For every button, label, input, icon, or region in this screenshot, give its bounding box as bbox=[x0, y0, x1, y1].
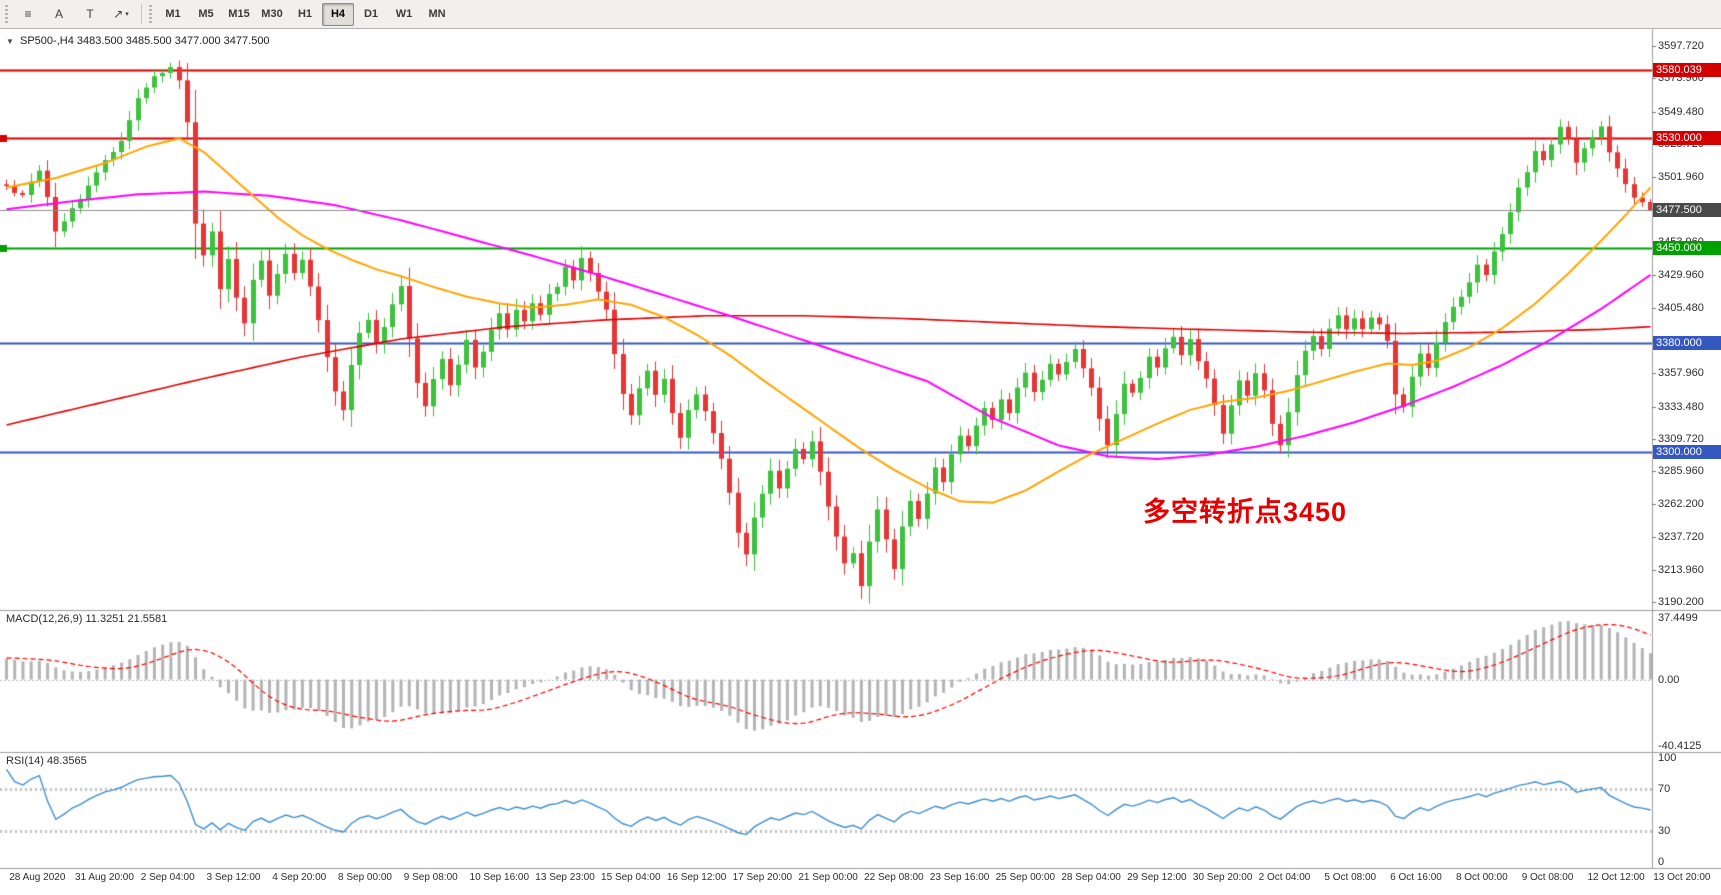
timeframe-button-m5[interactable]: M5 bbox=[198, 8, 214, 20]
time-axis-label: 17 Sep 20:00 bbox=[732, 872, 793, 883]
price-tick-label: 3429.960 bbox=[1658, 268, 1704, 281]
time-axis-label: 21 Sep 00:00 bbox=[798, 872, 858, 883]
timeframe-button-m30[interactable]: M30 bbox=[261, 8, 283, 20]
time-axis-label: 12 Oct 12:00 bbox=[1587, 872, 1645, 883]
timeframe-button-m15[interactable]: M15 bbox=[228, 8, 250, 20]
arrows-tool-icon[interactable]: ↗ ▾ bbox=[113, 7, 129, 21]
chart-annotation-text[interactable]: 多空转折点3450 bbox=[1143, 497, 1348, 527]
macd-axis-label: -40.4125 bbox=[1658, 740, 1702, 752]
time-axis-label: 9 Oct 08:00 bbox=[1521, 872, 1574, 883]
rsi-axis-label: 30 bbox=[1658, 824, 1671, 837]
timeframe-button-mn[interactable]: MN bbox=[428, 8, 446, 20]
price-line-badge: 3530.000 bbox=[1653, 131, 1721, 146]
time-axis-label: 8 Oct 00:00 bbox=[1455, 872, 1508, 883]
toolbar-grip[interactable] bbox=[5, 5, 8, 23]
time-axis-label: 3 Sep 12:00 bbox=[206, 872, 261, 883]
timeframe-button-h1[interactable]: H1 bbox=[297, 8, 313, 20]
time-axis-label: 29 Sep 12:00 bbox=[1127, 872, 1187, 883]
price-tick-label: 3237.720 bbox=[1658, 531, 1704, 544]
price-tick-label: 3190.200 bbox=[1658, 596, 1704, 608]
text-draw-tool-icon[interactable]: A bbox=[54, 7, 63, 21]
macd-indicator-label: MACD(12,26,9) 11.3251 21.5581 bbox=[6, 613, 168, 625]
price-tick-label: 3597.720 bbox=[1658, 40, 1704, 52]
time-axis-label: 2 Oct 04:00 bbox=[1258, 872, 1311, 883]
macd-axis-label: 0.00 bbox=[1658, 673, 1680, 686]
rsi-axis-label: 0 bbox=[1658, 856, 1665, 868]
toolbar-grip[interactable] bbox=[149, 5, 152, 23]
timeframe-button-d1[interactable]: D1 bbox=[363, 8, 379, 20]
time-axis-label: 10 Sep 16:00 bbox=[469, 872, 530, 883]
price-line-badge: 3450.000 bbox=[1653, 240, 1721, 255]
time-axis-label: 25 Sep 00:00 bbox=[995, 872, 1056, 883]
time-axis-label: 13 Oct 20:00 bbox=[1653, 872, 1711, 883]
time-axis-label: 6 Oct 16:00 bbox=[1390, 872, 1442, 883]
timeframe-button-w1[interactable]: W1 bbox=[395, 8, 413, 20]
time-axis-label: 13 Sep 23:00 bbox=[535, 872, 595, 883]
price-tick-label: 3285.960 bbox=[1658, 465, 1704, 478]
timeframe-button-h4[interactable]: H4 bbox=[322, 2, 354, 26]
time-axis-label: 28 Aug 2020 bbox=[9, 872, 66, 883]
time-axis-label: 15 Sep 04:00 bbox=[601, 872, 661, 883]
time-axis-label: 30 Sep 20:00 bbox=[1192, 872, 1253, 883]
text-label-tool-icon[interactable]: T bbox=[86, 7, 94, 21]
price-tick-label: 3405.480 bbox=[1658, 302, 1704, 315]
chart-shift-tool-icon[interactable]: ≡ bbox=[24, 7, 32, 21]
price-line-badge: 3300.000 bbox=[1653, 445, 1721, 460]
price-tick-label: 3309.720 bbox=[1658, 432, 1704, 445]
rsi-indicator-label: RSI(14) 48.3565 bbox=[6, 755, 87, 767]
timeframe-button-m1[interactable]: M1 bbox=[165, 8, 181, 20]
time-axis-label: 9 Sep 08:00 bbox=[403, 872, 458, 883]
toolbar-separator bbox=[141, 4, 142, 24]
time-axis-label: 28 Sep 04:00 bbox=[1061, 872, 1121, 883]
price-tick-label: 3333.480 bbox=[1658, 400, 1704, 413]
timeframes-group: M1 M5 M15 M30 H1 H4 D1 W1 MN bbox=[157, 2, 453, 26]
price-tick-label: 3549.480 bbox=[1658, 105, 1704, 118]
time-axis-label: 4 Sep 20:00 bbox=[272, 872, 327, 883]
rsi-axis-label: 70 bbox=[1658, 783, 1671, 796]
price-tick-label: 3213.960 bbox=[1658, 563, 1704, 576]
toolbar: ≡ A T ↗ ▾ M1 M5 M15 M30 H1 H4 D1 W1 MN bbox=[0, 0, 1721, 29]
price-line-badge: 3580.039 bbox=[1653, 63, 1721, 78]
chart-caret-icon[interactable]: ▼ bbox=[6, 37, 14, 46]
time-axis-label: 8 Sep 00:00 bbox=[338, 872, 392, 883]
price-tick-label: 3357.960 bbox=[1658, 367, 1704, 380]
dropdown-caret-icon: ▾ bbox=[125, 11, 129, 18]
time-axis-label: 5 Oct 08:00 bbox=[1324, 872, 1377, 883]
rsi-axis-label: 100 bbox=[1658, 752, 1677, 764]
price-line-badge: 3380.000 bbox=[1653, 336, 1721, 351]
time-axis-label: 23 Sep 16:00 bbox=[929, 872, 990, 883]
macd-axis-label: 37.4499 bbox=[1658, 612, 1698, 624]
price-tick-label: 3501.960 bbox=[1658, 170, 1704, 183]
symbol-ohlc-title: SP500-,H4 3483.500 3485.500 3477.000 347… bbox=[20, 35, 270, 47]
time-axis-label: 31 Aug 20:00 bbox=[74, 872, 134, 883]
chart-tools-group: ≡ A T ↗ ▾ bbox=[13, 3, 136, 26]
time-axis-label: 16 Sep 12:00 bbox=[666, 872, 727, 883]
time-axis-label: 22 Sep 08:00 bbox=[864, 872, 924, 883]
price-line-badge: 3477.500 bbox=[1653, 203, 1721, 218]
time-axis-label: 2 Sep 04:00 bbox=[140, 872, 195, 883]
price-tick-label: 3262.200 bbox=[1658, 497, 1704, 510]
